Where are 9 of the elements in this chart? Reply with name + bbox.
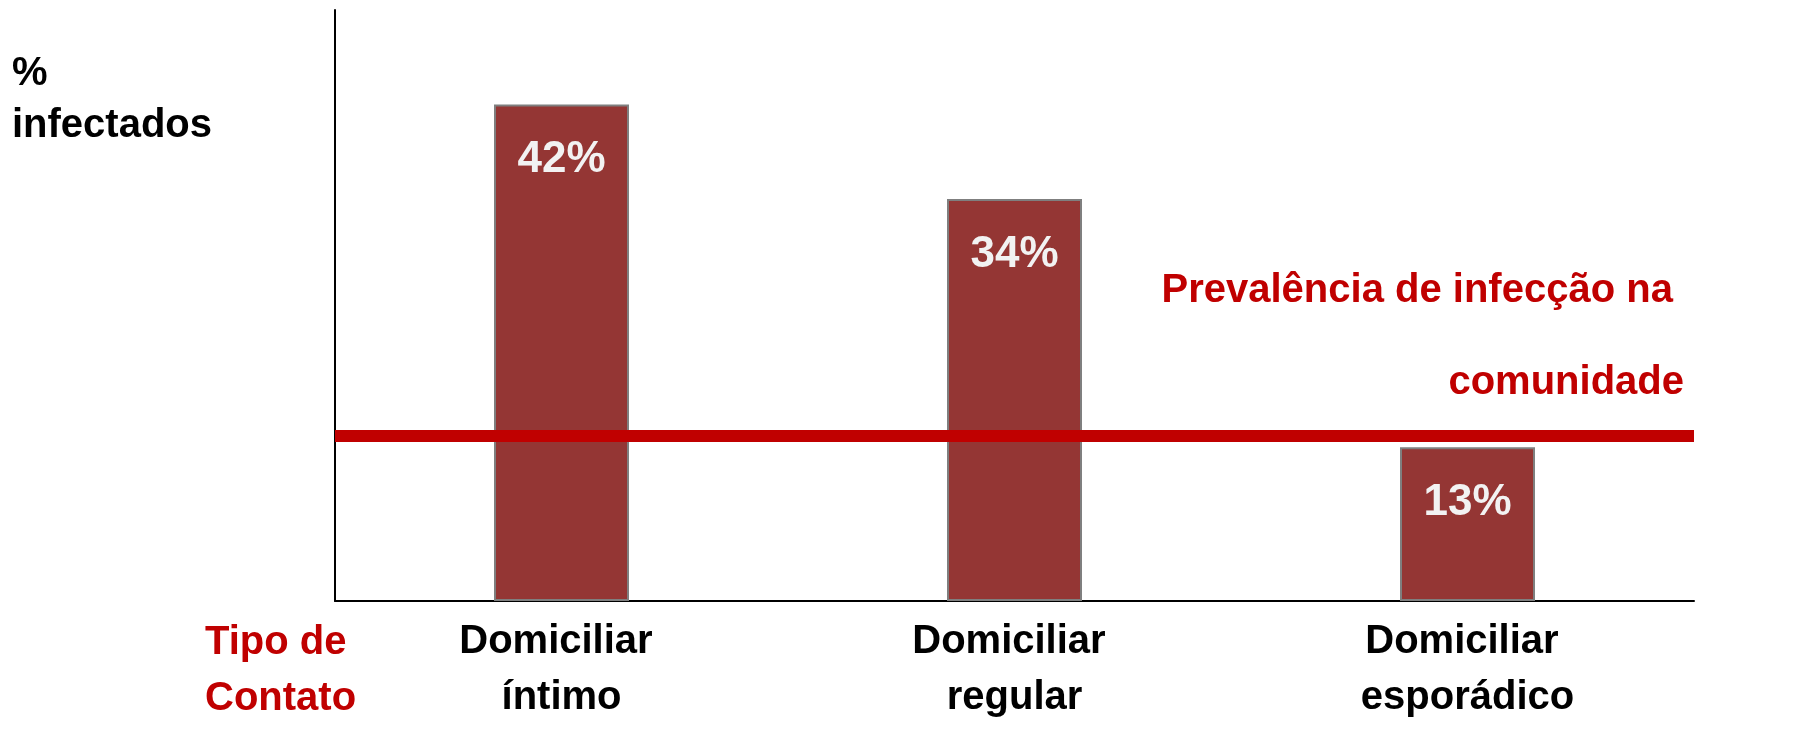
- data-label: 42%: [517, 132, 606, 182]
- x-tick-label: Domiciliar íntimo: [459, 617, 664, 717]
- text: Prevalência de infecção na comunidade: [1161, 265, 1684, 402]
- data-label: 13%: [1423, 474, 1512, 524]
- x-tick-label: Domiciliar esporádico: [1360, 617, 1575, 717]
- x-axis-title: Tipo de Contato: [205, 618, 357, 718]
- data-label: 34%: [970, 226, 1059, 276]
- y-axis-title: % infectados: [12, 49, 213, 145]
- x-tick-label: Domiciliar regular: [912, 617, 1117, 717]
